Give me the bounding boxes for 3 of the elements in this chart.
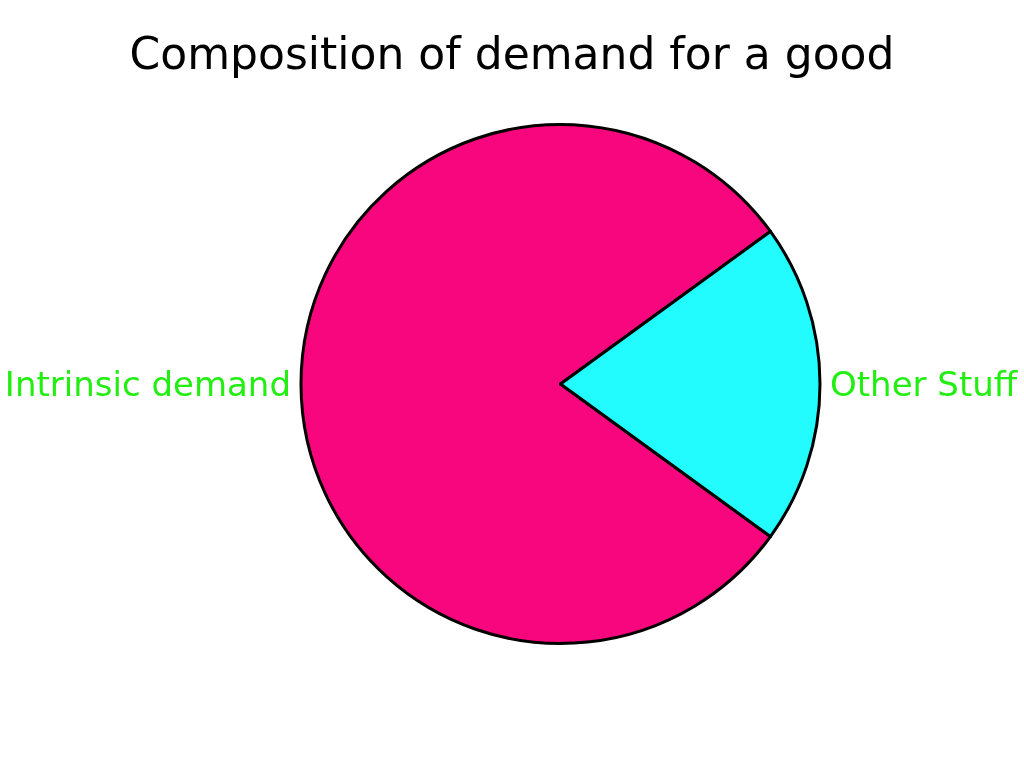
slice-label: Other Stuff	[830, 364, 1019, 404]
slice-label: Intrinsic demand	[4, 364, 291, 404]
chart-title: Composition of demand for a good	[129, 28, 895, 80]
